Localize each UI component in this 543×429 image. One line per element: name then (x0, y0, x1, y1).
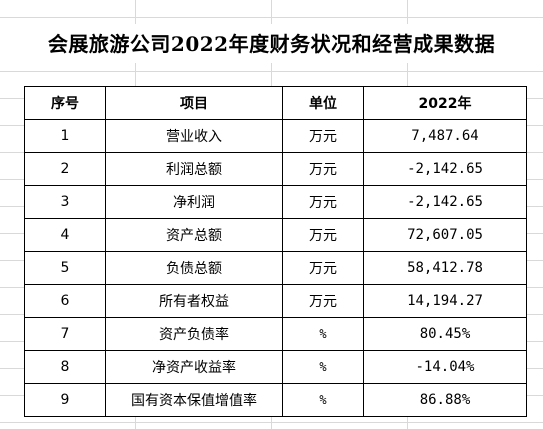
table-row: 3 净利润 万元 -2,142.65 (24, 185, 527, 219)
cell-unit[interactable]: 万元 (282, 284, 364, 318)
cell-value[interactable]: 58,412.78 (363, 251, 527, 285)
cell-unit[interactable]: % (282, 317, 364, 351)
cell-no[interactable]: 8 (24, 350, 106, 384)
cell-unit[interactable]: 万元 (282, 152, 364, 186)
cell-no[interactable]: 2 (24, 152, 106, 186)
cell-no[interactable]: 7 (24, 317, 106, 351)
cell-value[interactable]: 14,194.27 (363, 284, 527, 318)
cell-no[interactable]: 5 (24, 251, 106, 285)
cell-item[interactable]: 所有者权益 (105, 284, 283, 318)
cell-value[interactable]: -2,142.65 (363, 185, 527, 219)
cell-no[interactable]: 1 (24, 119, 106, 153)
cell-item[interactable]: 净利润 (105, 185, 283, 219)
table-row: 7 资产负债率 % 80.45% (24, 317, 527, 351)
sheet-title: 会展旅游公司2022年度财务状况和经营成果数据 (0, 24, 543, 63)
cell-item[interactable]: 负债总额 (105, 251, 283, 285)
financial-data-table: 序号 项目 单位 2022年 1 营业收入 万元 7,487.64 2 利润总额… (24, 86, 527, 417)
cell-no[interactable]: 6 (24, 284, 106, 318)
cell-unit[interactable]: % (282, 350, 364, 384)
table-row: 1 营业收入 万元 7,487.64 (24, 119, 527, 153)
table-row: 8 净资产收益率 % -14.04% (24, 350, 527, 384)
table-row: 2 利润总额 万元 -2,142.65 (24, 152, 527, 186)
cell-unit[interactable]: % (282, 383, 364, 417)
cell-value[interactable]: -2,142.65 (363, 152, 527, 186)
header-cell-year[interactable]: 2022年 (363, 86, 527, 120)
cell-value[interactable]: 72,607.05 (363, 218, 527, 252)
cell-value[interactable]: 7,487.64 (363, 119, 527, 153)
cell-unit[interactable]: 万元 (282, 251, 364, 285)
cell-no[interactable]: 3 (24, 185, 106, 219)
table-row: 4 资产总额 万元 72,607.05 (24, 218, 527, 252)
cell-unit[interactable]: 万元 (282, 218, 364, 252)
cell-value[interactable]: 80.45% (363, 317, 527, 351)
cell-item[interactable]: 国有资本保值增值率 (105, 383, 283, 417)
cell-item[interactable]: 资产总额 (105, 218, 283, 252)
cell-item[interactable]: 利润总额 (105, 152, 283, 186)
header-cell-unit[interactable]: 单位 (282, 86, 364, 120)
cell-unit[interactable]: 万元 (282, 185, 364, 219)
header-cell-item[interactable]: 项目 (105, 86, 283, 120)
table-header-row: 序号 项目 单位 2022年 (24, 86, 527, 120)
table-row: 9 国有资本保值增值率 % 86.88% (24, 383, 527, 417)
cell-no[interactable]: 9 (24, 383, 106, 417)
table-row: 6 所有者权益 万元 14,194.27 (24, 284, 527, 318)
cell-value[interactable]: 86.88% (363, 383, 527, 417)
cell-item[interactable]: 资产负债率 (105, 317, 283, 351)
cell-unit[interactable]: 万元 (282, 119, 364, 153)
cell-item[interactable]: 营业收入 (105, 119, 283, 153)
cell-item[interactable]: 净资产收益率 (105, 350, 283, 384)
cell-value[interactable]: -14.04% (363, 350, 527, 384)
header-cell-no[interactable]: 序号 (24, 86, 106, 120)
table-row: 5 负债总额 万元 58,412.78 (24, 251, 527, 285)
cell-no[interactable]: 4 (24, 218, 106, 252)
